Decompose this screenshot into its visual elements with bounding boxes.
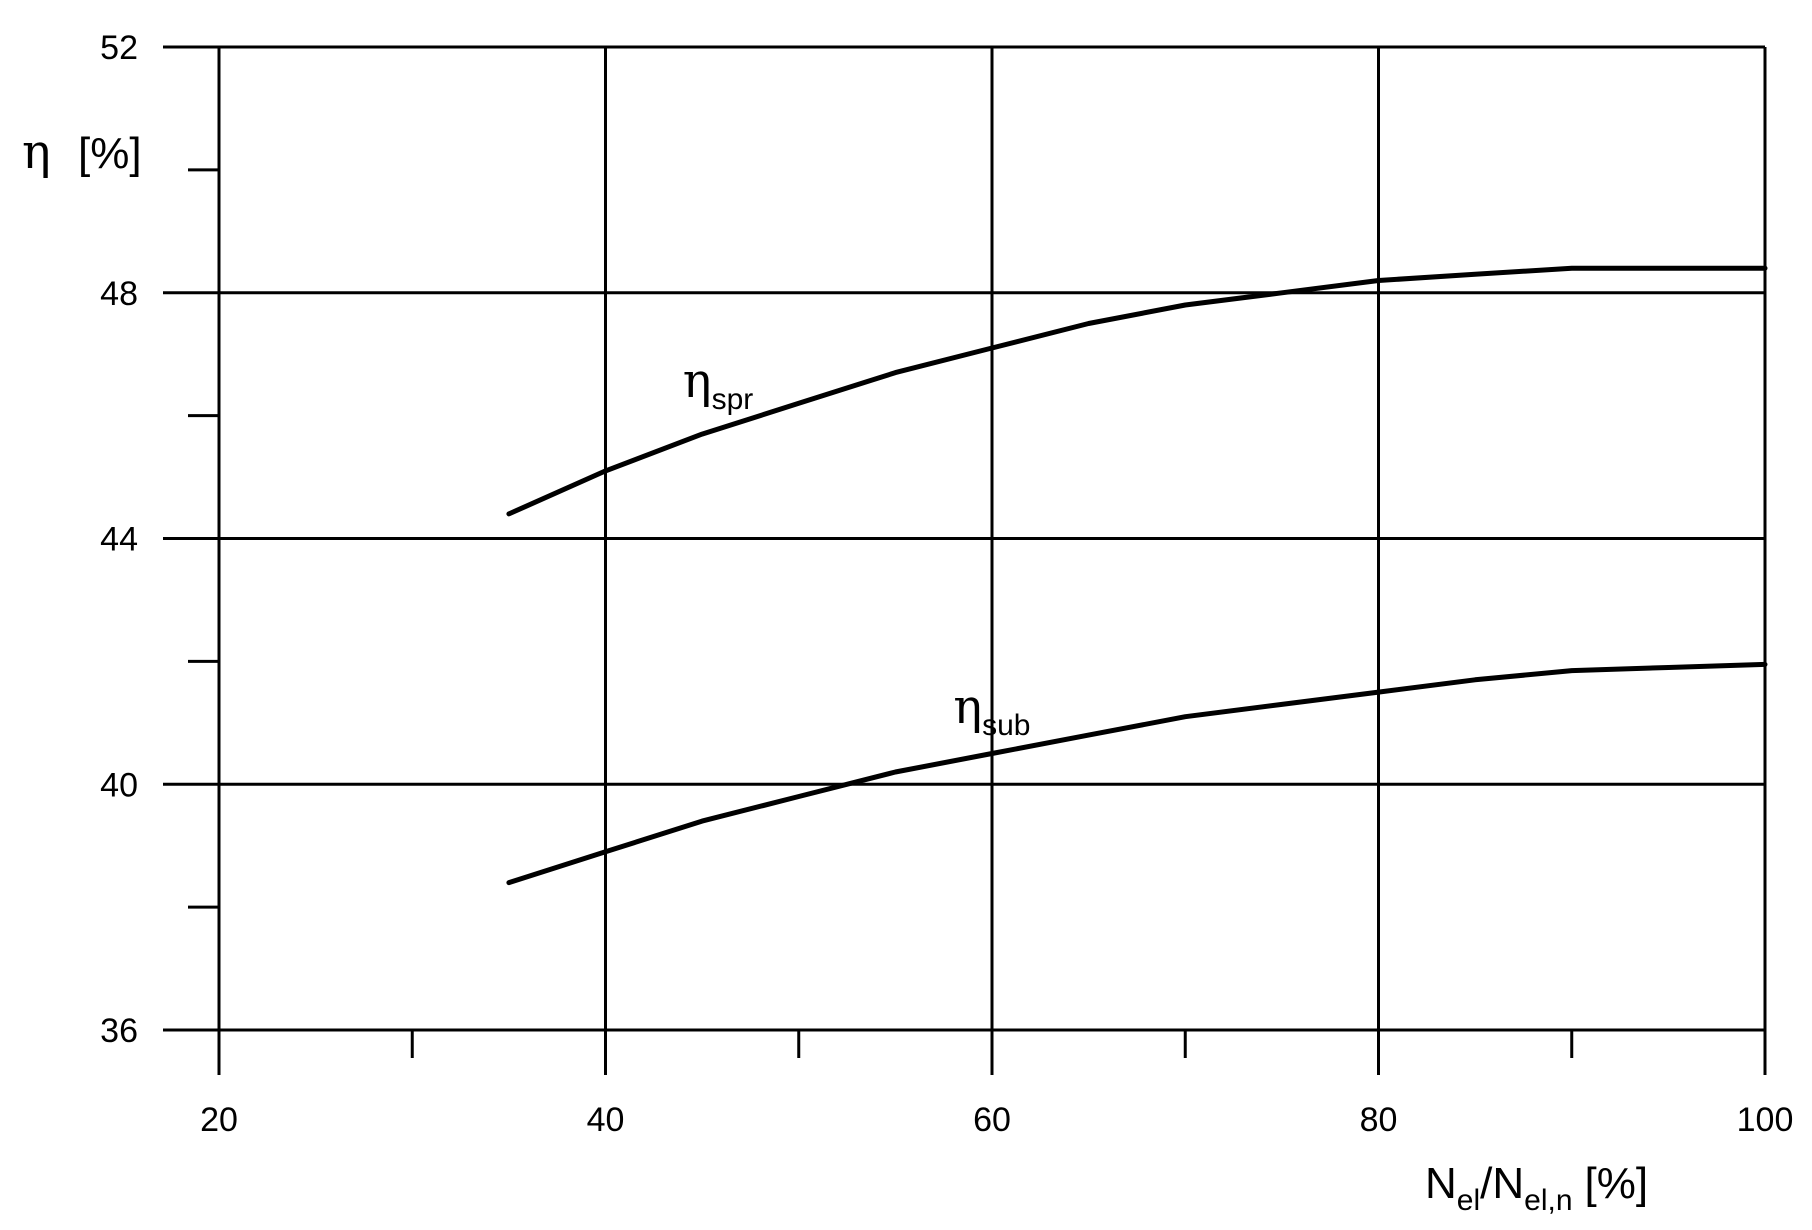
x-axis-unit: [%] bbox=[1585, 1159, 1649, 1208]
x-axis-title: Nel/Nel,n [%] bbox=[1425, 1159, 1648, 1217]
y-tick-label-52: 52 bbox=[100, 29, 138, 67]
series-line-sub bbox=[506, 661, 1768, 886]
y-tick-label-48: 48 bbox=[100, 275, 138, 313]
x-axis-sub1: el bbox=[1457, 1184, 1480, 1217]
y-axis-symbol: η bbox=[22, 124, 51, 180]
series-label-subscript: spr bbox=[712, 383, 754, 416]
x-axis-main: N bbox=[1425, 1159, 1457, 1208]
y-axis-unit: [%] bbox=[78, 129, 142, 178]
tick-labels: 36 40 44 48 52 20 40 60 80 100 bbox=[100, 29, 1793, 1139]
y-tick-label-40: 40 bbox=[100, 766, 138, 804]
x-tick-label-100: 100 bbox=[1737, 1101, 1794, 1139]
series-label-spr: ηspr bbox=[683, 353, 753, 416]
series-label-symbol: η bbox=[953, 679, 982, 735]
x-axis-sub2: el,n bbox=[1524, 1184, 1572, 1217]
x-axis-slash: /N bbox=[1480, 1159, 1524, 1208]
axis-ticks bbox=[188, 168, 1574, 1058]
series-label-symbol: η bbox=[683, 353, 712, 409]
series-group bbox=[506, 265, 1768, 886]
series-line-spr bbox=[506, 265, 1768, 517]
x-tick-label-60: 60 bbox=[973, 1101, 1011, 1139]
x-tick-label-20: 20 bbox=[200, 1101, 238, 1139]
series-label-subscript: sub bbox=[982, 709, 1030, 742]
x-tick-label-80: 80 bbox=[1360, 1101, 1398, 1139]
grid bbox=[163, 45, 1767, 1075]
y-axis-title: η [%] bbox=[22, 124, 142, 180]
y-tick-label-36: 36 bbox=[100, 1012, 138, 1050]
x-tick-label-40: 40 bbox=[587, 1101, 625, 1139]
series-label-sub: ηsub bbox=[953, 679, 1030, 742]
y-tick-label-44: 44 bbox=[100, 521, 138, 559]
